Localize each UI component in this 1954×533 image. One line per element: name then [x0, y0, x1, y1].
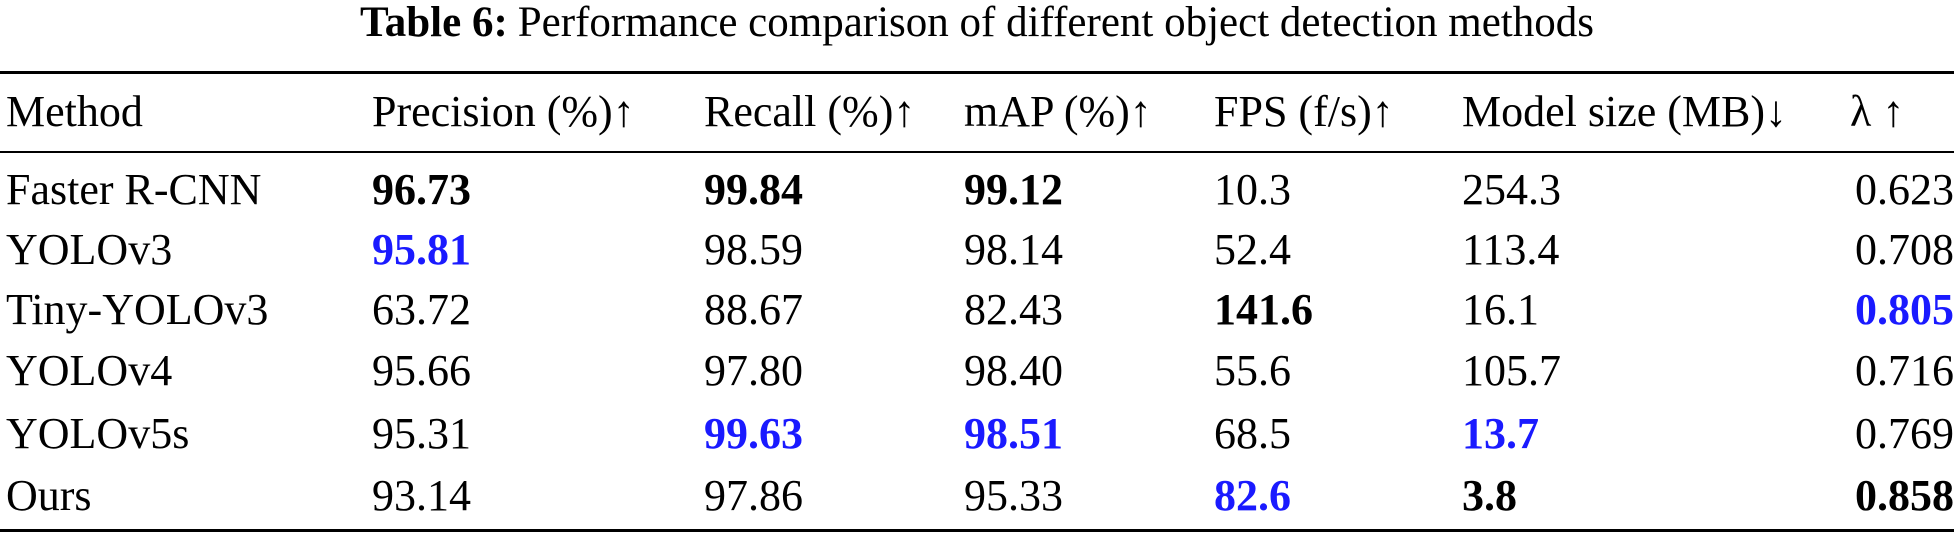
table-cell: 0.805	[1855, 285, 1954, 334]
table-cell: 98.14	[964, 225, 1063, 274]
table-cell: 0.708	[1855, 225, 1954, 274]
table-cell: 254.3	[1462, 165, 1561, 214]
table-cell: 97.86	[704, 471, 803, 520]
column-header: Recall (%)↑	[704, 87, 916, 136]
row-label: YOLOv3	[6, 225, 173, 274]
table-cell: 95.33	[964, 471, 1063, 520]
table-cell: 95.66	[372, 346, 471, 395]
table-cell: 0.716	[1855, 346, 1954, 395]
table-cell: 82.43	[964, 285, 1063, 334]
row-label: Faster R-CNN	[6, 165, 262, 214]
table-cell: 13.7	[1462, 409, 1539, 458]
table-cell: 3.8	[1462, 471, 1517, 520]
caption-text: Performance comparison of different obje…	[517, 0, 1594, 46]
column-header: mAP (%)↑	[964, 87, 1152, 136]
column-header: Precision (%)↑	[372, 87, 635, 136]
table-cell: 63.72	[372, 285, 471, 334]
top-rule	[0, 71, 1954, 74]
table-cell: 98.51	[964, 409, 1063, 458]
table-cell: 141.6	[1214, 285, 1313, 334]
table-cell: 52.4	[1214, 225, 1291, 274]
table-cell: 98.40	[964, 346, 1063, 395]
table-cell: 16.1	[1462, 285, 1539, 334]
row-label: Ours	[6, 471, 92, 520]
table-cell: 10.3	[1214, 165, 1291, 214]
column-header: Model size (MB)↓	[1462, 87, 1788, 136]
table-cell: 88.67	[704, 285, 803, 334]
table-cell: 99.63	[704, 409, 803, 458]
table-cell: 95.31	[372, 409, 471, 458]
table-cell: 82.6	[1214, 471, 1291, 520]
table-cell: 68.5	[1214, 409, 1291, 458]
caption-label: Table 6:	[360, 0, 508, 46]
column-header: FPS (f/s)↑	[1214, 87, 1394, 136]
row-label: YOLOv5s	[6, 409, 190, 458]
bottom-rule	[0, 529, 1954, 532]
row-label: YOLOv4	[6, 346, 173, 395]
row-label: Tiny-YOLOv3	[6, 285, 269, 334]
table-cell: 105.7	[1462, 346, 1561, 395]
table-cell: 99.12	[964, 165, 1063, 214]
table-cell: 0.623	[1855, 165, 1954, 214]
column-header: λ ↑	[1850, 87, 1905, 136]
table-cell: 99.84	[704, 165, 803, 214]
table-cell: 0.858	[1855, 471, 1954, 520]
table-cell: 98.59	[704, 225, 803, 274]
header-rule	[0, 151, 1954, 153]
table-cell: 93.14	[372, 471, 471, 520]
table-cell: 55.6	[1214, 346, 1291, 395]
table-cell: 95.81	[372, 225, 471, 274]
table-cell: 0.769	[1855, 409, 1954, 458]
column-header: Method	[6, 87, 143, 136]
table-cell: 97.80	[704, 346, 803, 395]
table-cell: 96.73	[372, 165, 471, 214]
table-caption: Table 6: Performance comparison of differ…	[0, 0, 1954, 46]
table-cell: 113.4	[1462, 225, 1560, 274]
